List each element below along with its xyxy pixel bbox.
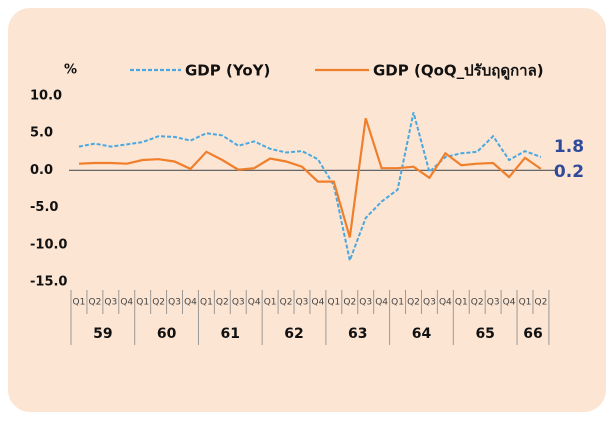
panel <box>8 8 606 412</box>
x-tick-label: Q1 <box>73 298 86 308</box>
x-tick-label: Q3 <box>487 298 500 308</box>
x-tick-label: Q4 <box>375 298 388 308</box>
legend-label: GDP (YoY) <box>185 62 270 80</box>
x-tick-label: Q3 <box>359 298 372 308</box>
x-group-label: 61 <box>221 326 240 342</box>
x-tick-label: Q3 <box>423 298 436 308</box>
x-tick-label: Q4 <box>439 298 452 308</box>
series-line <box>78 117 542 238</box>
x-group-label: 63 <box>348 326 367 342</box>
x-tick-label: Q1 <box>391 298 404 308</box>
x-tick-label: Q1 <box>519 298 532 308</box>
x-tick-label: Q2 <box>407 298 420 308</box>
x-tick-label: Q3 <box>232 298 245 308</box>
x-group-label: 64 <box>412 326 432 342</box>
x-tick-label: Q2 <box>343 298 356 308</box>
y-tick-label: 10.0 <box>30 89 62 104</box>
y-tick-label: 5.0 <box>30 126 53 141</box>
x-tick-label: Q1 <box>327 298 340 308</box>
x-tick-label: Q2 <box>535 298 548 308</box>
x-tick-label: Q4 <box>120 298 133 308</box>
y-tick-label: -10.0 <box>30 237 67 252</box>
x-group-label: 66 <box>523 326 542 342</box>
x-tick-label: Q2 <box>471 298 484 308</box>
value-label: 1.8 <box>554 137 584 157</box>
x-tick-label: Q3 <box>104 298 117 308</box>
series-line <box>78 112 542 264</box>
x-group-label: 59 <box>93 326 112 342</box>
y-axis-label: % <box>64 63 77 78</box>
x-tick-label: Q1 <box>200 298 213 308</box>
x-group-label: 62 <box>284 326 303 342</box>
value-label: 0.2 <box>554 162 584 182</box>
x-tick-label: Q1 <box>455 298 468 308</box>
x-tick-label: Q3 <box>168 298 181 308</box>
y-tick-label: -15.0 <box>30 275 67 290</box>
x-tick-label: Q4 <box>503 298 516 308</box>
y-tick-label: -5.0 <box>30 200 58 215</box>
x-tick-label: Q2 <box>216 298 229 308</box>
y-tick-label: 0.0 <box>30 163 53 178</box>
x-tick-label: Q4 <box>184 298 197 308</box>
x-tick-label: Q2 <box>88 298 101 308</box>
x-tick-label: Q3 <box>296 298 309 308</box>
x-tick-label: Q2 <box>152 298 165 308</box>
x-tick-label: Q4 <box>248 298 261 308</box>
x-group-label: 60 <box>157 326 177 342</box>
x-tick-label: Q1 <box>136 298 149 308</box>
x-tick-label: Q2 <box>280 298 293 308</box>
legend-label: GDP (QoQ_ปรับฤดูกาล) <box>373 62 544 81</box>
x-tick-label: Q1 <box>264 298 277 308</box>
x-tick-label: Q4 <box>312 298 325 308</box>
x-group-label: 65 <box>475 326 494 342</box>
